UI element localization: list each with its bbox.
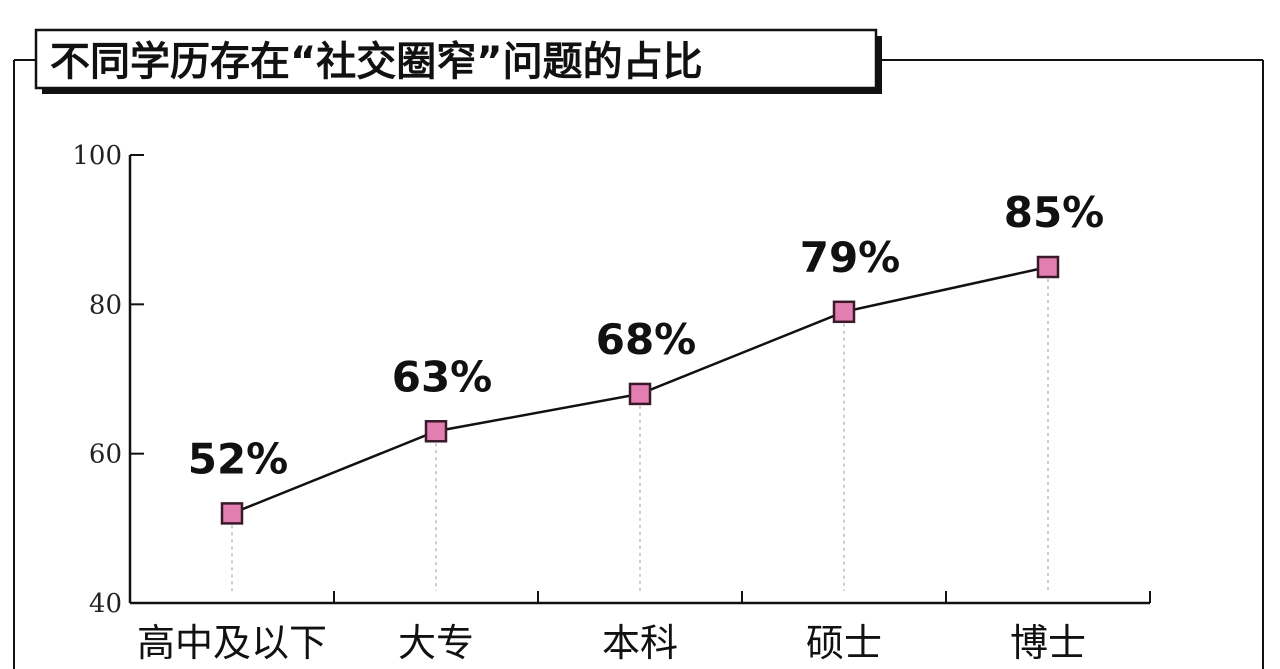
data-label: 63%	[392, 352, 493, 401]
y-tick-label: 60	[89, 440, 122, 470]
x-category-label: 大专	[398, 621, 474, 665]
x-category-label: 硕士	[806, 621, 882, 665]
x-category-label: 博士	[1010, 621, 1086, 665]
title-box-bg	[34, 28, 878, 90]
data-label: 85%	[1004, 188, 1105, 237]
chart-title: 不同学历存在“社交圈窄”问题的占比	[50, 39, 703, 85]
chart-frame	[13, 59, 1264, 669]
y-tick-label: 40	[89, 589, 122, 619]
data-label: 68%	[596, 315, 697, 364]
data-point	[628, 382, 652, 406]
y-tick-label: 100	[72, 141, 122, 171]
data-point	[220, 502, 244, 525]
guide-lines	[231, 279, 1049, 591]
title-box: 不同学历存在“社交圈窄”问题的占比	[34, 28, 882, 94]
data-point	[424, 420, 448, 443]
axes: 40 60 80 100 高中及以下 大专 本科 硕士 博士	[72, 141, 1151, 665]
y-tick-label: 80	[89, 290, 122, 320]
data-point	[832, 300, 856, 324]
data-labels: 52% 63% 68% 79% 85%	[188, 188, 1105, 483]
data-point	[1036, 255, 1060, 279]
data-label: 52%	[188, 434, 289, 483]
markers	[220, 255, 1060, 525]
x-category-label: 本科	[602, 621, 678, 665]
x-category-label: 高中及以下	[137, 621, 327, 665]
data-label: 79%	[800, 233, 901, 282]
